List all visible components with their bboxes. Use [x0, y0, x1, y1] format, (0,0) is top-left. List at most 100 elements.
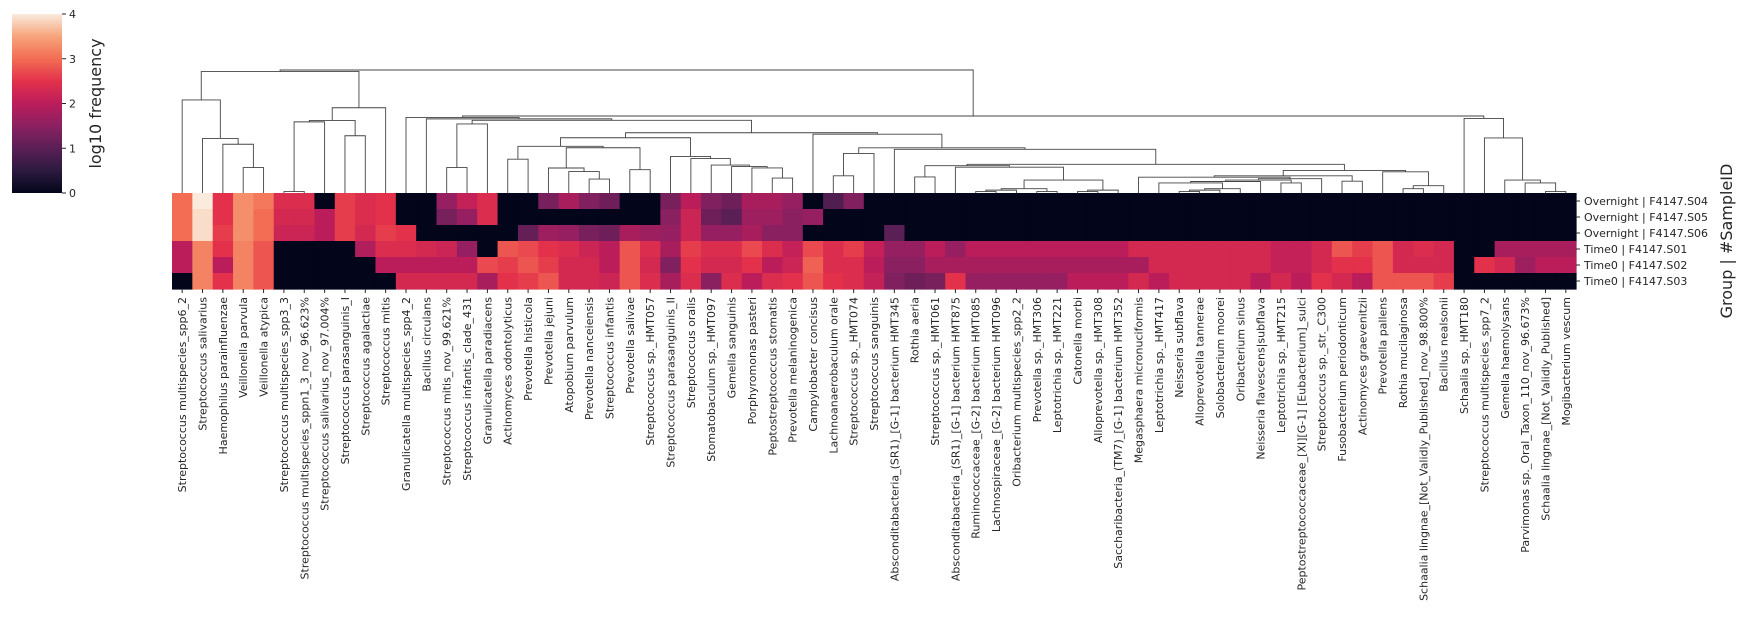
heatmap-cell	[578, 257, 600, 274]
heatmap-cell	[701, 209, 722, 226]
heatmap-cell	[863, 241, 885, 258]
heatmap-cell	[1514, 241, 1536, 258]
heatmap-cell	[1331, 241, 1353, 258]
heatmap-cell	[1413, 273, 1435, 290]
row-label: Time0 | F4147.S01	[1583, 243, 1687, 256]
column-label: Streptococcus salivarius	[197, 297, 210, 431]
heatmap-cell	[497, 193, 519, 210]
heatmap-cell	[1413, 257, 1435, 274]
heatmap-cell	[1535, 241, 1557, 258]
heatmap-cell	[1514, 257, 1536, 274]
heatmap-cell	[334, 257, 356, 274]
column-label: Oribacterium sinus	[1234, 297, 1247, 402]
column-label: Solobacterium moorei	[1214, 297, 1227, 418]
dendrogram-link	[858, 147, 1026, 154]
heatmap-cell	[538, 209, 560, 226]
heatmap-cell	[823, 225, 845, 242]
heatmap-cell	[660, 257, 682, 274]
dendrogram-link	[832, 175, 855, 193]
heatmap-cell	[1453, 241, 1475, 258]
column-label: Rothia mucilaginosa	[1397, 297, 1410, 408]
heatmap-cell	[701, 241, 722, 258]
heatmap-cell	[965, 225, 987, 242]
heatmap-cell	[762, 209, 784, 226]
heatmap-cell	[436, 209, 458, 226]
heatmap-cell	[884, 273, 906, 290]
heatmap-cell	[1087, 241, 1109, 258]
heatmap-cell	[1474, 241, 1496, 258]
heatmap-cell	[517, 209, 539, 226]
column-label: Alloprevotella tannerae	[1194, 297, 1207, 426]
heatmap-cell	[1331, 257, 1353, 274]
heatmap-cell	[823, 273, 845, 290]
column-label: Streptococcus mitis_nov_99.621%	[441, 297, 454, 485]
column-label: Gemella haemolysans	[1499, 297, 1512, 419]
heatmap-cell	[497, 273, 519, 290]
heatmap-cell	[538, 257, 560, 274]
heatmap-cell	[436, 257, 458, 274]
heatmap-cell	[314, 193, 336, 210]
heatmap-cell	[192, 273, 214, 290]
heatmap-cell	[172, 209, 193, 226]
heatmap-cell	[843, 225, 865, 242]
heatmap-cell	[599, 225, 621, 242]
column-label: Streptococcus infantis_clade_431	[461, 297, 474, 481]
heatmap-cell	[1291, 273, 1313, 290]
heatmap-cell	[1169, 209, 1190, 226]
heatmap-cell	[884, 193, 906, 210]
heatmap-cell	[1311, 257, 1333, 274]
heatmap-cell	[1535, 273, 1557, 290]
colorbar-tick-label: 1	[69, 142, 76, 155]
dendrogram-link	[200, 70, 360, 108]
dendrogram-link	[242, 167, 265, 193]
heatmap-cell	[599, 209, 621, 226]
column-label: Streptococcus oralis	[685, 297, 698, 409]
heatmap-cell	[395, 257, 417, 274]
heatmap-cell	[253, 209, 275, 226]
heatmap-cell	[558, 209, 580, 226]
heatmap-cell	[1250, 225, 1272, 242]
heatmap-cell	[233, 225, 254, 242]
column-label: Leptotrichia sp._HMT417	[1153, 297, 1166, 433]
heatmap-cell	[558, 257, 580, 274]
heatmap-cell	[1535, 225, 1557, 242]
heatmap-cell	[416, 225, 438, 242]
heatmap-cell	[1250, 241, 1272, 258]
heatmap-cell	[985, 225, 1007, 242]
heatmap-cell	[517, 241, 539, 258]
heatmap-cell	[1209, 209, 1231, 226]
column-label: Bacillus nealsonii	[1438, 297, 1451, 392]
heatmap-cell	[273, 225, 295, 242]
heatmap-cell	[497, 225, 519, 242]
heatmap-cell	[904, 209, 926, 226]
heatmap-cell	[741, 225, 763, 242]
column-label: Actinomyces odontolyticus	[502, 297, 515, 445]
heatmap-cell	[924, 209, 946, 226]
heatmap-cell	[172, 193, 193, 210]
heatmap-cell	[477, 209, 499, 226]
heatmap-cell	[599, 241, 621, 258]
heatmap-cell	[375, 209, 397, 226]
dendrogram-link	[456, 123, 488, 193]
heatmap-cell	[538, 273, 560, 290]
heatmap-cell	[1494, 225, 1516, 242]
heatmap-cell	[1453, 193, 1475, 210]
heatmap-cells	[172, 193, 1577, 290]
heatmap-cell	[578, 209, 600, 226]
dendrogram-link	[1077, 191, 1099, 193]
heatmap-cell	[375, 225, 397, 242]
heatmap-cell	[985, 241, 1007, 258]
heatmap-cell	[762, 273, 784, 290]
dendrogram-link	[560, 137, 691, 157]
dendrogram-link	[812, 133, 943, 193]
heatmap-cell	[701, 225, 722, 242]
heatmap-cell	[1555, 193, 1577, 210]
heatmap-cell	[1067, 225, 1089, 242]
heatmap-cell	[1108, 273, 1129, 290]
heatmap-cell	[782, 209, 804, 226]
heatmap-cell	[721, 273, 743, 290]
heatmap-cell	[1413, 225, 1435, 242]
heatmap-cell	[1189, 241, 1211, 258]
heatmap-cell	[1331, 225, 1353, 242]
heatmap-cell	[924, 225, 946, 242]
